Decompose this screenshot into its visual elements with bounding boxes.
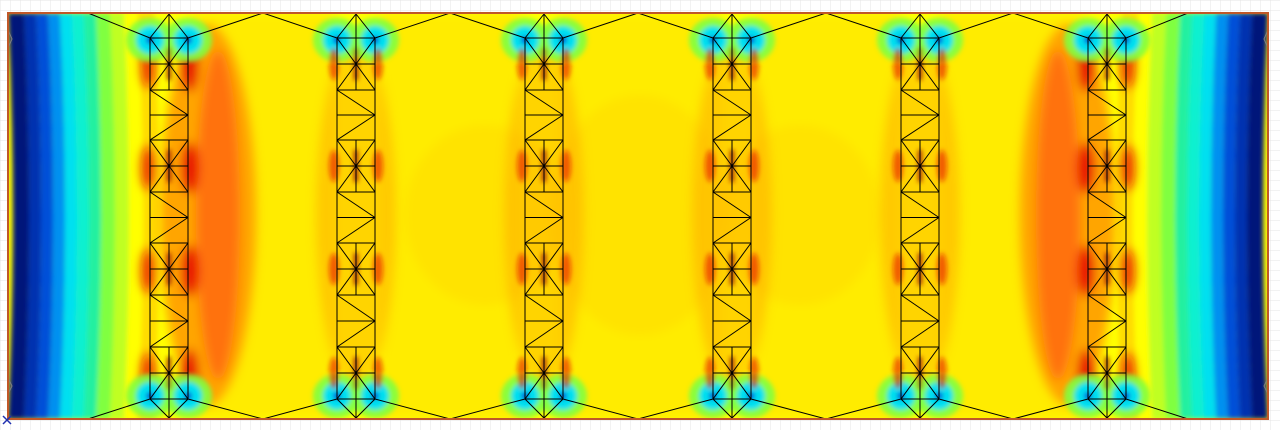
edge-band (1247, 13, 1268, 419)
origin-cross (2, 415, 12, 425)
edge-band (60, 13, 77, 419)
edge-band (84, 13, 101, 419)
edge-band (72, 13, 89, 419)
web-diagonal (900, 320, 940, 348)
web-diagonal (712, 191, 752, 218)
web-diagonal (524, 191, 564, 218)
web-diagonal (712, 294, 752, 322)
web-diagonal (1087, 114, 1127, 141)
orange-halo (316, 40, 396, 390)
web-diagonal (712, 114, 752, 141)
web-diagonal (524, 114, 564, 141)
truss-column (336, 13, 376, 419)
web-diagonal (336, 294, 376, 322)
edge-support-tick (1263, 377, 1269, 395)
web-diagonal (524, 320, 564, 348)
web-diagonal (900, 294, 940, 322)
web-diagonal (712, 217, 752, 244)
plate-frame (7, 12, 1269, 420)
web-diagonal (149, 294, 189, 322)
edge-band (1235, 13, 1252, 419)
orange-halo (504, 40, 584, 390)
web-diagonal (900, 217, 940, 244)
red-spot (1121, 249, 1135, 293)
web-diagonal (149, 114, 189, 141)
right-edge-bands (1117, 13, 1268, 419)
orange-halo (880, 40, 960, 390)
web-diagonal (149, 320, 189, 348)
truss-mesh (7, 12, 1269, 420)
edge-support-tick (7, 29, 13, 49)
web-diagonal (149, 217, 189, 244)
truss-column (900, 13, 940, 419)
gold-bulge (550, 95, 730, 335)
web-diagonal (712, 89, 752, 116)
edge-band (24, 13, 41, 419)
web-diagonal (900, 89, 940, 116)
web-diagonal (336, 89, 376, 116)
web-diagonal (1087, 217, 1127, 244)
web-diagonal (524, 89, 564, 116)
web-diagonal (1087, 89, 1127, 116)
edge-band (1199, 13, 1216, 419)
red-spot (1077, 142, 1095, 194)
truss-column (149, 13, 189, 419)
web-diagonal (900, 114, 940, 141)
web-diagonal (1087, 191, 1127, 218)
web-diagonal (336, 114, 376, 141)
contour-field (8, 13, 1268, 419)
dark-orange-zone (196, 50, 240, 380)
high-stress-zones (141, 25, 1135, 405)
dark-orange-zone (1036, 50, 1080, 380)
left-edge-bands (8, 13, 159, 419)
edge-band (48, 13, 65, 419)
web-diagonal (336, 217, 376, 244)
edge-band (1161, 13, 1180, 419)
edge-band (1175, 13, 1192, 419)
web-diagonal (336, 191, 376, 218)
orange-halo (692, 40, 772, 390)
web-diagonal (1087, 294, 1127, 322)
web-diagonal (336, 320, 376, 348)
edge-band (1147, 13, 1166, 419)
axis-cross-icon (2, 415, 12, 425)
edge-band (1223, 13, 1240, 419)
red-spot (141, 146, 155, 190)
edge-support-tick (7, 377, 13, 395)
red-spot (181, 245, 199, 297)
red-spot (181, 142, 199, 194)
edge-band (36, 13, 53, 419)
web-diagonal (1087, 320, 1127, 348)
web-diagonal (149, 191, 189, 218)
edge-band (8, 13, 29, 419)
red-spot (1121, 146, 1135, 190)
truss-column (524, 13, 564, 419)
web-diagonal (524, 294, 564, 322)
edge-band (124, 13, 143, 419)
edge-band (96, 13, 115, 419)
edge-support-tick (1263, 29, 1269, 49)
web-diagonal (900, 191, 940, 218)
edge-band (1187, 13, 1204, 419)
web-diagonal (524, 217, 564, 244)
web-diagonal (712, 320, 752, 348)
truss-column (712, 13, 752, 419)
red-spot (1077, 245, 1095, 297)
edge-band (1211, 13, 1228, 419)
red-spot (141, 249, 155, 293)
edge-band (110, 13, 129, 419)
web-diagonal (149, 89, 189, 116)
edge-band (1133, 13, 1152, 419)
truss-column (1087, 13, 1127, 419)
